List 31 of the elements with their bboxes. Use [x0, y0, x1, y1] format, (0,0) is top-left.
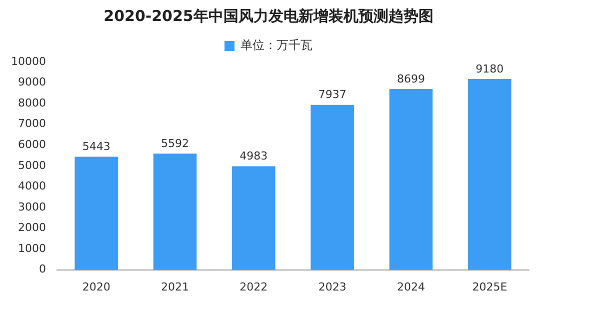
y-tick-label: 5000	[18, 158, 46, 172]
bar	[153, 154, 197, 270]
y-tick-label: 0	[38, 262, 46, 276]
bar	[468, 79, 512, 270]
y-tick-label: 8000	[18, 96, 46, 110]
x-tick-label: 2024	[397, 280, 425, 294]
bar	[74, 156, 118, 270]
x-tick-label: 2025E	[472, 280, 508, 294]
bar	[310, 104, 354, 270]
bar	[232, 166, 276, 270]
x-tick-label: 2021	[160, 280, 189, 294]
data-label: 7937	[318, 88, 346, 102]
bar	[389, 89, 433, 270]
y-tick-label: 9000	[18, 76, 46, 89]
legend-label: 单位：万千瓦	[240, 38, 312, 52]
data-label: 5592	[160, 136, 189, 150]
data-label: 5443	[82, 140, 110, 154]
x-tick-label: 2023	[318, 280, 346, 294]
y-tick-label: 6000	[18, 138, 46, 151]
y-tick-label: 2000	[18, 221, 46, 234]
y-tick-label: 1000	[18, 242, 46, 255]
data-label: 8699	[397, 72, 425, 86]
y-tick-label: 7000	[18, 117, 46, 130]
y-tick-label: 4000	[18, 180, 46, 193]
chart-title: 2020-2025年中国风力发电新增装机预测趋势图	[104, 6, 434, 25]
x-tick-label: 2022	[240, 280, 268, 294]
x-tick-label: 2020	[82, 280, 110, 294]
data-label: 4983	[240, 150, 268, 163]
data-label: 9180	[476, 62, 504, 76]
y-tick-label: 3000	[18, 200, 46, 214]
y-tick-label: 10000	[10, 54, 46, 68]
